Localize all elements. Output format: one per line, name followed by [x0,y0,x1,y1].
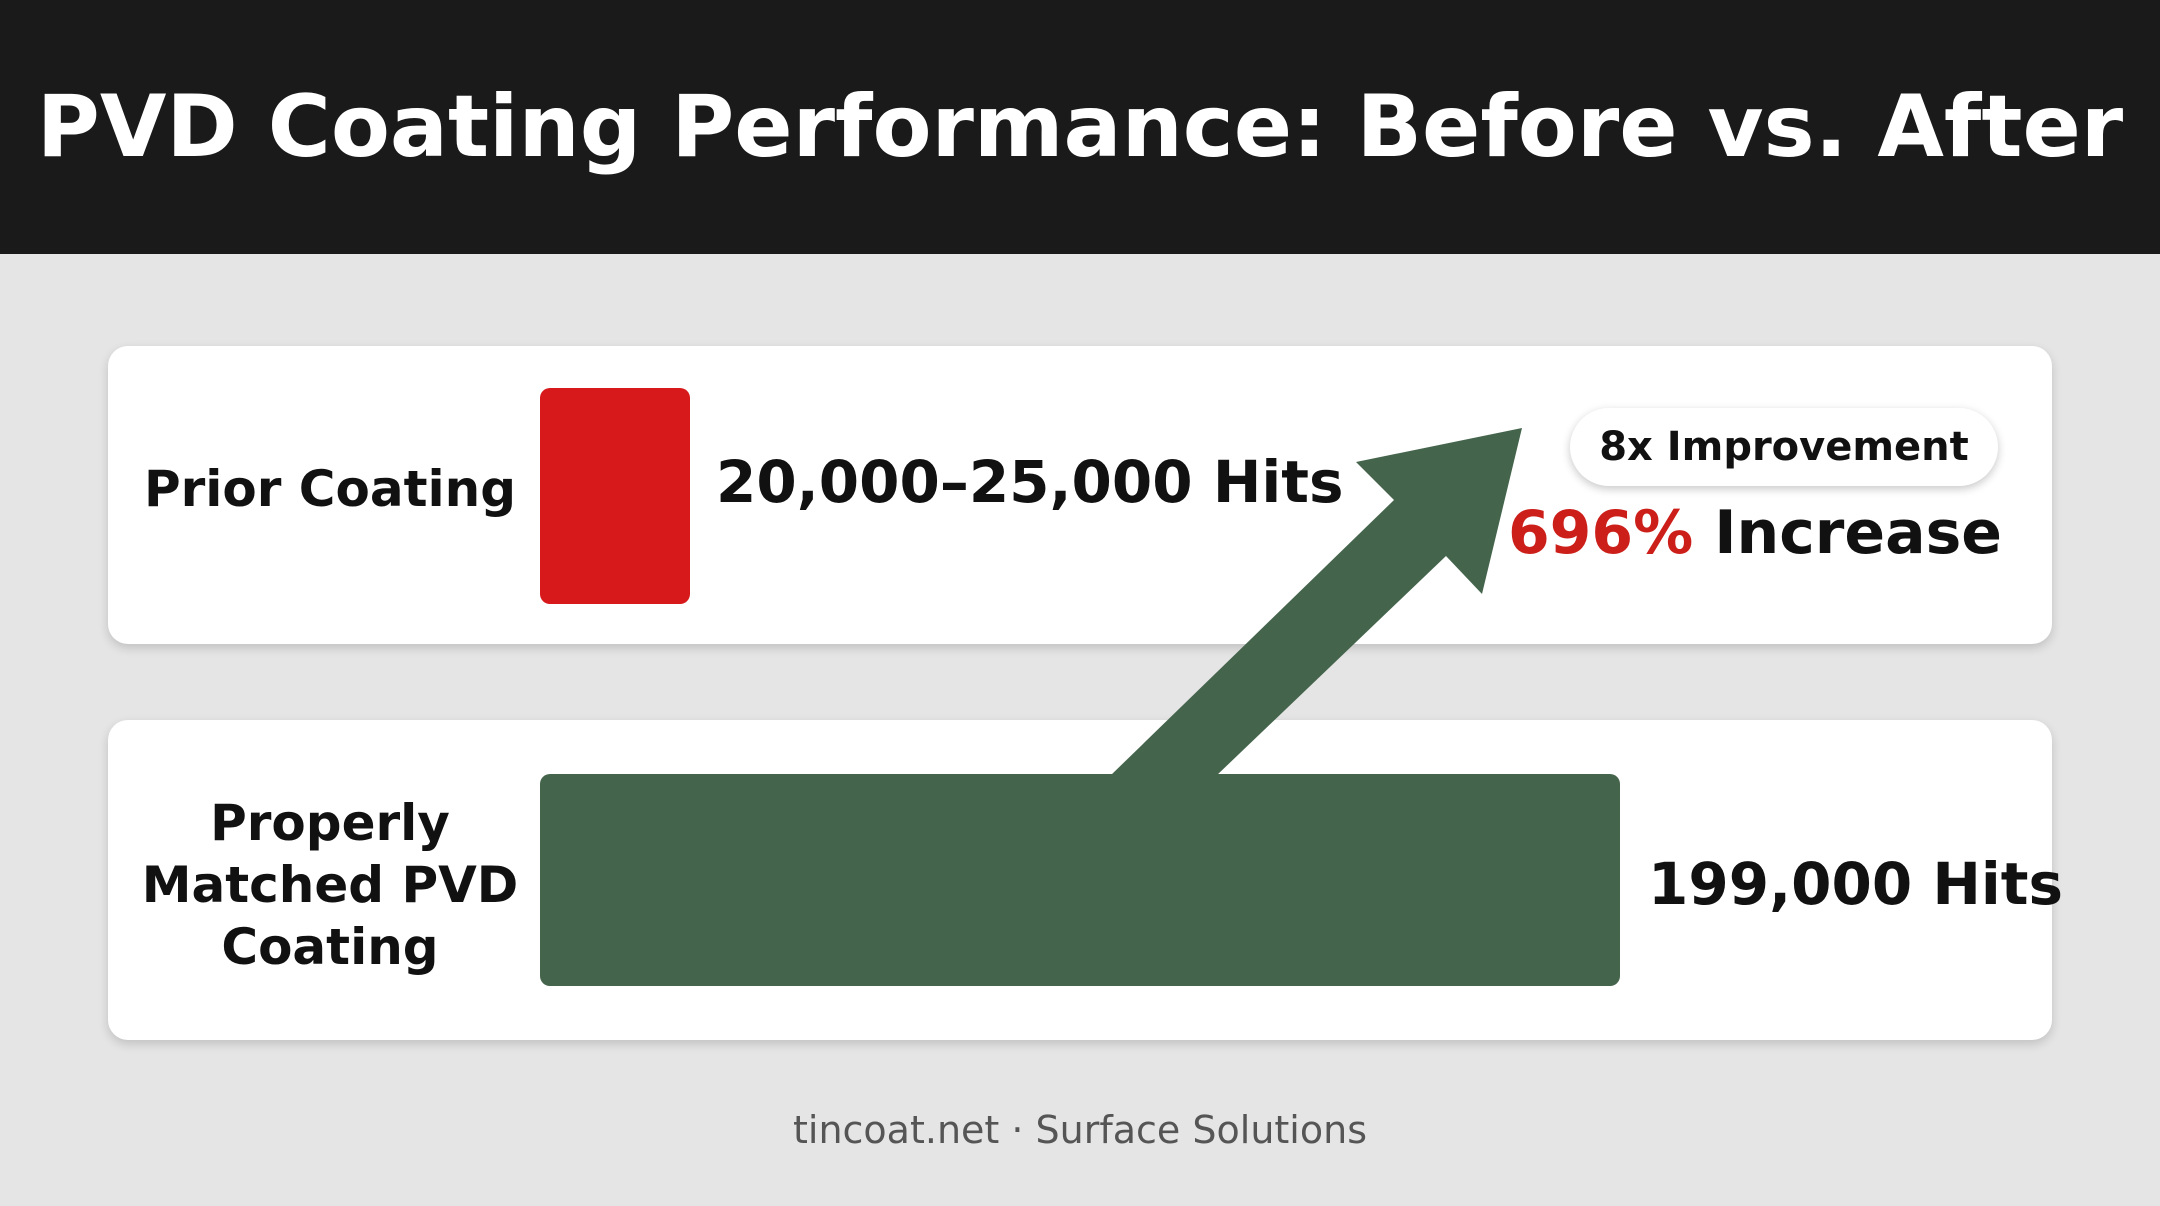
matched-coating-label-line-1: Properly [210,794,450,852]
bar-prior-coating [540,388,690,604]
increase-percent: 696% [1507,498,1694,568]
header-bar: PVD Coating Performance: Before vs. Afte… [0,0,2160,254]
matched-coating-label-line-3: Coating [221,918,439,976]
prior-coating-value-label: 20,000–25,000 Hits [716,448,1344,516]
prior-coating-label: Prior Coating [143,460,517,518]
matched-coating-label-line-2: Matched PVD [141,856,519,914]
matched-coating-label: Properly Matched PVD Coating [108,792,552,978]
increase-word: Increase [1714,498,2002,568]
page-title: PVD Coating Performance: Before vs. Afte… [36,77,2124,177]
improvement-badge: 8x Improvement [1570,408,1998,486]
increase-annotation: 696% Increase [1508,498,2002,568]
matched-coating-value-label: 199,000 Hits [1648,850,2064,918]
footer-credit: tincoat.net · Surface Solutions [793,1108,1367,1152]
prior-coating-card: Prior Coating 20,000–25,000 Hits 8x Impr… [108,346,2052,644]
bar-matched-pvd-coating [540,774,1620,986]
growth-arrow-icon [1110,428,1522,776]
